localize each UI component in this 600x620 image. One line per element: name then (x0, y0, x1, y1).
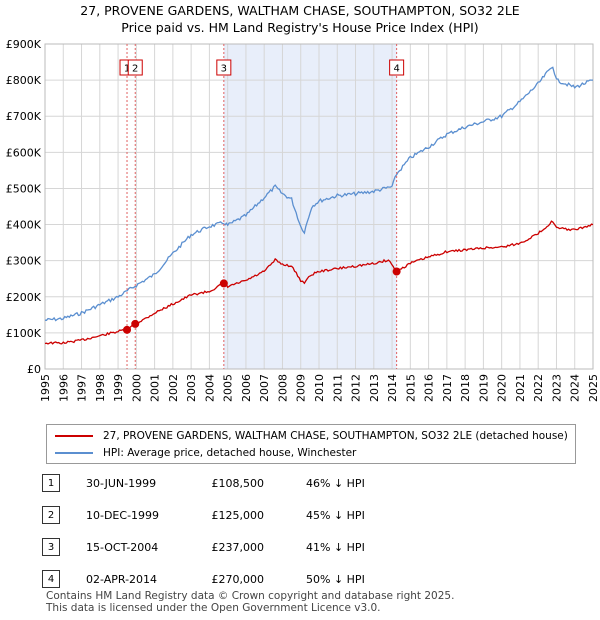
y-tick-label: £700K (6, 110, 42, 123)
sale-hpi-diff: 46% ↓ HPI (306, 477, 365, 490)
x-tick-label: 1999 (112, 374, 125, 402)
x-tick-label: 2006 (240, 374, 253, 402)
y-tick-label: £800K (6, 74, 42, 87)
sale-marker-label: 1 (124, 64, 130, 75)
sale-row: 2 10-DEC-1999 £125,000 45% ↓ HPI (42, 506, 582, 526)
y-tick-label: £600K (6, 146, 42, 159)
x-tick-label: 2014 (386, 374, 399, 402)
footer: Contains HM Land Registry data © Crown c… (46, 590, 454, 614)
sale-marker-label: 3 (221, 64, 227, 75)
y-tick-label: £200K (6, 291, 42, 304)
y-tick-label: £400K (6, 219, 42, 232)
x-tick-label: 2015 (404, 374, 417, 402)
x-tick-label: 2017 (441, 374, 454, 402)
chart-title: 27, PROVENE GARDENS, WALTHAM CHASE, SOUT… (0, 0, 600, 36)
y-tick-label: £100K (6, 327, 42, 340)
sale-number: 3 (42, 538, 60, 556)
sale-row: 1 30-JUN-1999 £108,500 46% ↓ HPI (42, 474, 582, 494)
sale-price: £237,000 (211, 541, 265, 554)
sale-price: £125,000 (211, 509, 265, 522)
sale-point (219, 279, 228, 288)
x-tick-label: 2013 (368, 374, 381, 402)
x-tick-label: 2025 (587, 374, 600, 402)
x-tick-label: 2021 (514, 374, 527, 402)
sale-date: 15-OCT-2004 (86, 541, 159, 554)
y-tick-label: £300K (6, 255, 42, 268)
sale-marker-box (127, 59, 143, 76)
sale-hpi-diff: 50% ↓ HPI (306, 573, 365, 586)
sale-hpi-diff: 41% ↓ HPI (306, 541, 365, 554)
sale-point (392, 267, 401, 276)
legend-item-hpi: HPI: Average price, detached house, Winc… (55, 445, 356, 461)
x-tick-label: 1997 (76, 374, 89, 402)
footer-line-1: Contains HM Land Registry data © Crown c… (46, 590, 455, 602)
x-tick-label: 2010 (313, 374, 326, 402)
sale-marker-label: 2 (132, 64, 138, 75)
sale-number: 1 (42, 474, 60, 492)
sale-price: £108,500 (211, 477, 265, 490)
legend-swatch-property (55, 435, 93, 437)
y-tick-label: £900K (6, 38, 42, 51)
x-tick-label: 2024 (569, 374, 582, 402)
x-tick-label: 1998 (94, 374, 107, 402)
sale-row: 4 02-APR-2014 £270,000 50% ↓ HPI (42, 570, 582, 590)
sale-point (123, 325, 132, 334)
x-tick-label: 2020 (496, 374, 509, 402)
x-tick-label: 2011 (331, 374, 344, 402)
x-tick-label: 2001 (149, 374, 162, 402)
legend-label-property: 27, PROVENE GARDENS, WALTHAM CHASE, SOUT… (103, 430, 568, 442)
sale-date: 30-JUN-1999 (86, 477, 157, 490)
sale-date: 10-DEC-1999 (86, 509, 160, 522)
sale-number: 2 (42, 506, 60, 524)
sale-row: 3 15-OCT-2004 £237,000 41% ↓ HPI (42, 538, 582, 558)
x-tick-label: 2002 (167, 374, 180, 402)
x-tick-label: 2000 (130, 374, 143, 402)
x-tick-label: 2005 (222, 374, 235, 402)
x-tick-label: 2012 (350, 374, 363, 402)
sale-point (131, 319, 140, 328)
sale-number: 4 (42, 570, 60, 588)
x-tick-label: 2007 (258, 374, 271, 402)
sale-marker-box (389, 59, 405, 76)
x-tick-label: 2016 (423, 374, 436, 402)
chart-legend: 27, PROVENE GARDENS, WALTHAM CHASE, SOUT… (46, 424, 576, 464)
x-tick-label: 2004 (203, 374, 216, 402)
shaded-period (223, 44, 397, 369)
sale-marker-label: 4 (393, 64, 399, 75)
legend-item-property: 27, PROVENE GARDENS, WALTHAM CHASE, SOUT… (55, 428, 568, 444)
x-tick-label: 2023 (550, 374, 563, 402)
plot-border (44, 43, 594, 370)
y-tick-label: £500K (6, 182, 42, 195)
x-tick-label: 1996 (57, 374, 70, 402)
x-tick-label: 2022 (532, 374, 545, 402)
x-tick-label: 1995 (39, 374, 52, 402)
x-tick-label: 2003 (185, 374, 198, 402)
x-tick-label: 2019 (477, 374, 490, 402)
sale-date: 02-APR-2014 (86, 573, 158, 586)
legend-label-hpi: HPI: Average price, detached house, Winc… (103, 447, 357, 459)
x-tick-label: 2009 (295, 374, 308, 402)
x-tick-label: 2008 (276, 374, 289, 402)
sale-marker-box (216, 59, 232, 76)
x-tick-label: 2018 (459, 374, 472, 402)
sale-hpi-diff: 45% ↓ HPI (306, 509, 365, 522)
y-tick-label: £0 (27, 363, 41, 376)
legend-swatch-hpi (55, 452, 93, 454)
title-line-2: Price paid vs. HM Land Registry's House … (121, 20, 479, 35)
sale-price: £270,000 (211, 573, 265, 586)
hpi-series-line (44, 66, 593, 322)
footer-line-2: This data is licensed under the Open Gov… (46, 602, 381, 614)
title-line-1: 27, PROVENE GARDENS, WALTHAM CHASE, SOUT… (80, 3, 520, 18)
